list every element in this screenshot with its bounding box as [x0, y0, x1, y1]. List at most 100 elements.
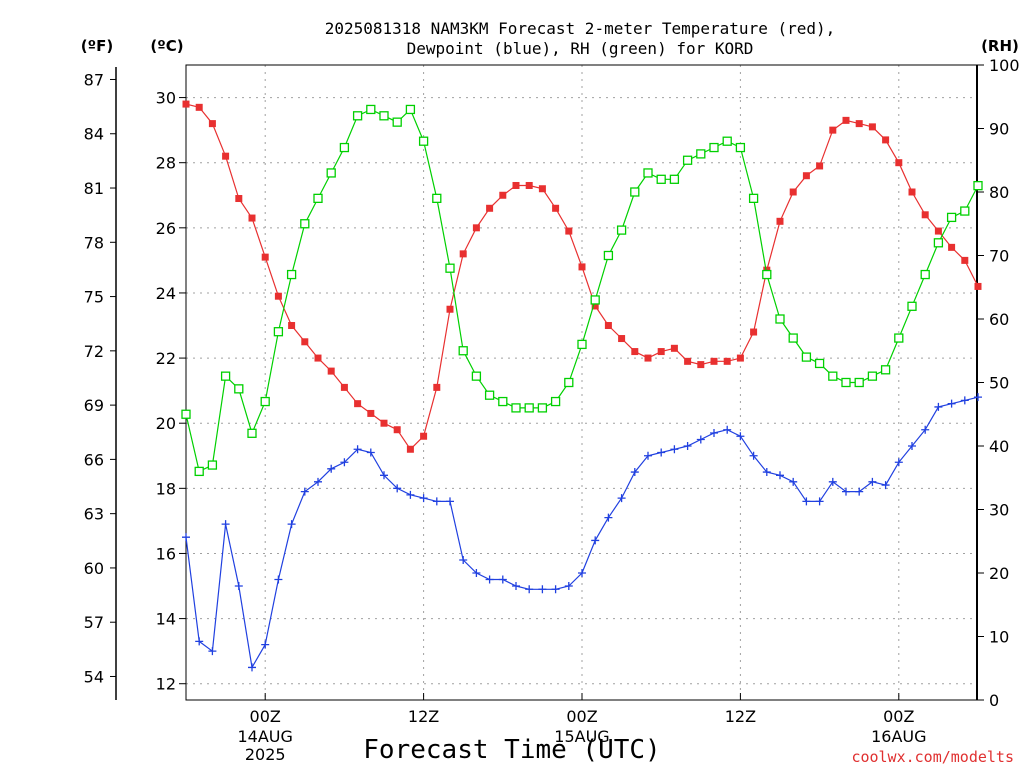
fahrenheit-tick-label: 69: [84, 396, 104, 415]
rh-point: [352, 111, 363, 121]
dewpoint-point: [974, 393, 982, 402]
rh-point: [748, 193, 759, 204]
temperature-point: [327, 367, 335, 375]
dewpoint-point: [921, 425, 930, 434]
dewpoint-point: [340, 458, 349, 467]
temperature-point: [406, 445, 414, 453]
dewpoint-point: [274, 575, 283, 584]
fahrenheit-tick-label: 84: [84, 125, 104, 144]
celsius-tick-label: 16: [156, 544, 176, 563]
celsius-tick-label: 20: [156, 414, 176, 433]
rh-series: [181, 104, 983, 477]
temperature-point: [446, 305, 454, 313]
dewpoint-point: [551, 585, 560, 594]
rh-point: [379, 111, 389, 121]
rh-point: [973, 180, 983, 191]
temperature-point: [631, 348, 639, 356]
temperature-point: [525, 181, 533, 189]
dewpoint-point: [564, 582, 573, 591]
dewpoint-point: [485, 575, 494, 584]
fahrenheit-unit-label: (ºF): [81, 37, 113, 55]
temperature-point: [644, 354, 652, 362]
credit-link[interactable]: coolwx.com/modelts: [851, 748, 1014, 766]
fahrenheit-tick-label: 87: [84, 70, 104, 89]
rh-point: [181, 409, 191, 419]
rh-point: [524, 403, 534, 413]
x-tick-label: 00Z: [566, 707, 597, 726]
rh-point: [537, 403, 548, 413]
chart-title-line-2: Dewpoint (blue), RH (green) for KORD: [407, 39, 754, 58]
chart-title-line-1: 2025081318 NAM3KM Forecast 2-meter Tempe…: [325, 19, 836, 38]
dewpoint-point: [789, 477, 798, 486]
rh-tick-label: 10: [989, 628, 1009, 647]
dewpoint-point: [617, 494, 626, 503]
temperature-point: [340, 383, 348, 391]
dewpoint-point: [947, 399, 956, 408]
temperature-point: [618, 335, 626, 343]
celsius-tick-label: 22: [156, 349, 176, 368]
dewpoint-point: [644, 451, 652, 460]
temperature-point: [697, 361, 705, 369]
dewpoint-point: [182, 533, 190, 542]
rh-point: [418, 136, 429, 146]
rh-point: [762, 269, 772, 280]
dewpoint-point: [300, 487, 309, 496]
rh-point: [907, 301, 917, 311]
dewpoint-point: [380, 471, 388, 480]
temperature-point: [961, 256, 969, 264]
x-tick-date-label: 2025: [245, 745, 286, 764]
rh-tick-label: 0: [989, 691, 999, 710]
rh-point: [867, 371, 878, 381]
temperature-point: [591, 302, 599, 310]
dewpoint-point: [498, 575, 507, 584]
temperature-point: [393, 426, 401, 434]
dewpoint-series: [182, 393, 982, 672]
x-tick-label: 00Z: [250, 707, 281, 726]
fahrenheit-tick-label: 75: [84, 288, 104, 307]
temperature-point: [974, 282, 982, 290]
temperature-point: [710, 357, 718, 365]
rh-point: [828, 371, 838, 381]
temperature-point: [868, 123, 876, 131]
temperature-point: [499, 191, 507, 199]
dewpoint-point: [446, 497, 454, 506]
rh-point: [788, 333, 798, 343]
temperature-point: [657, 348, 665, 356]
fahrenheit-tick-label: 60: [84, 559, 104, 578]
temperature-point: [248, 214, 256, 222]
dewpoint-point: [670, 445, 679, 454]
temperature-point: [182, 100, 190, 108]
rh-tick-label: 40: [989, 437, 1009, 456]
x-tick-label: 00Z: [883, 707, 914, 726]
temperature-point: [274, 292, 282, 300]
rh-point: [630, 187, 640, 197]
dewpoint-point: [960, 396, 969, 405]
rh-point: [669, 174, 680, 184]
dewpoint-point: [762, 468, 771, 477]
dewpoint-point: [828, 477, 837, 486]
rh-tick-label: 70: [989, 247, 1009, 266]
temperature-point: [776, 217, 784, 225]
rh-point: [471, 371, 482, 381]
temperature-point: [578, 263, 586, 271]
x-axis-label: Forecast Time (UTC): [363, 735, 660, 765]
temperature-point: [855, 120, 863, 128]
celsius-tick-label: 26: [156, 219, 176, 238]
temperature-point: [565, 227, 573, 235]
dewpoint-point: [776, 471, 784, 480]
rh-point: [854, 377, 864, 388]
rh-point: [894, 333, 904, 343]
rh-point: [616, 225, 627, 235]
rh-point: [432, 193, 442, 204]
rh-point: [960, 206, 970, 216]
rh-point: [946, 212, 957, 223]
temperature-point: [789, 188, 797, 196]
temperature-point: [380, 419, 388, 427]
dewpoint-point: [604, 513, 613, 522]
rh-point: [880, 365, 891, 375]
dewpoint-point: [749, 451, 758, 460]
temperature-point: [908, 188, 916, 196]
temperature-point: [301, 338, 309, 346]
